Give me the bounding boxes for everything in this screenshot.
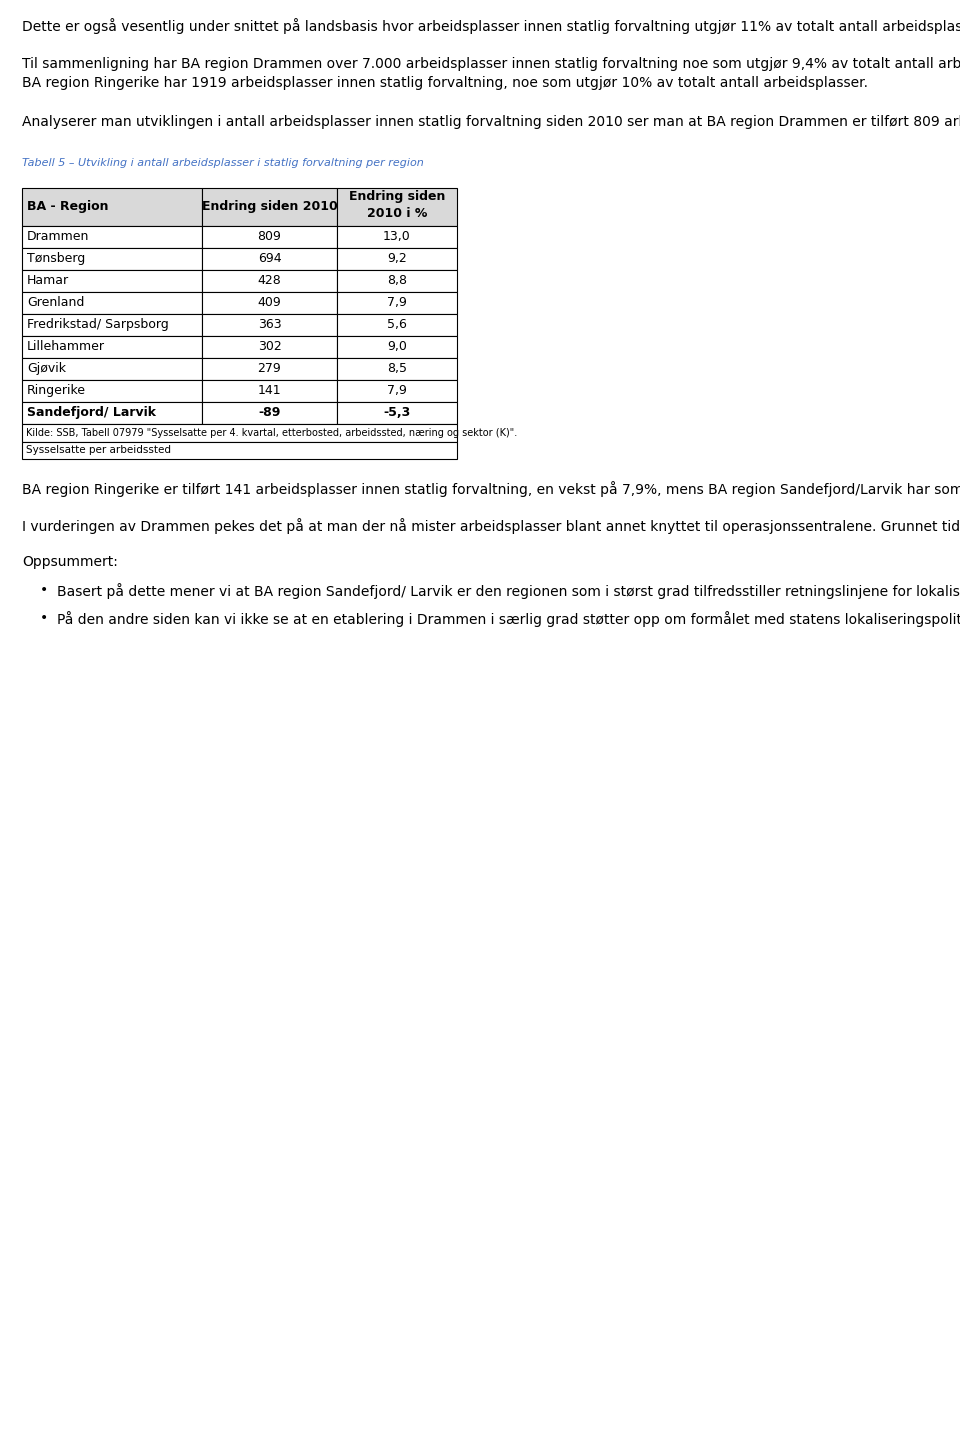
Bar <box>337 380 457 402</box>
Text: Sysselsatte per arbeidssted: Sysselsatte per arbeidssted <box>26 444 171 454</box>
Text: 7,9: 7,9 <box>387 384 407 397</box>
Bar <box>202 336 337 357</box>
Bar <box>22 247 202 270</box>
Bar <box>337 270 457 292</box>
Bar <box>337 247 457 270</box>
Text: 409: 409 <box>257 296 281 309</box>
Text: BA - Region: BA - Region <box>27 200 108 213</box>
Bar <box>337 313 457 336</box>
Text: 5,6: 5,6 <box>387 319 407 332</box>
Text: Endring siden 2010: Endring siden 2010 <box>202 200 337 213</box>
Bar <box>202 247 337 270</box>
Bar <box>202 226 337 247</box>
Bar <box>22 313 202 336</box>
Text: Grenland: Grenland <box>27 296 84 309</box>
Text: På den andre siden kan vi ikke se at en etablering i Drammen i særlig grad støtt: På den andre siden kan vi ikke se at en … <box>57 612 960 627</box>
Text: •: • <box>40 583 48 597</box>
Text: Til sammenligning har BA region Drammen over 7.000 arbeidsplasser innen statlig : Til sammenligning har BA region Drammen … <box>22 54 960 71</box>
Bar <box>337 292 457 313</box>
Bar <box>337 357 457 380</box>
Bar <box>337 336 457 357</box>
Bar <box>22 226 202 247</box>
Text: 141: 141 <box>257 384 281 397</box>
Text: 809: 809 <box>257 230 281 243</box>
Text: 279: 279 <box>257 362 281 374</box>
Text: 9,0: 9,0 <box>387 340 407 353</box>
Text: Sandefjord/ Larvik: Sandefjord/ Larvik <box>27 406 156 419</box>
Text: Ringerike: Ringerike <box>27 384 86 397</box>
Bar <box>22 423 457 442</box>
Text: BA region Ringerike har 1919 arbeidsplasser innen statlig forvaltning, noe som u: BA region Ringerike har 1919 arbeidsplas… <box>22 76 868 90</box>
Bar <box>22 402 202 423</box>
Text: 8,5: 8,5 <box>387 362 407 374</box>
Text: 8,8: 8,8 <box>387 274 407 287</box>
Text: 9,2: 9,2 <box>387 252 407 266</box>
Bar <box>22 336 202 357</box>
Bar <box>337 226 457 247</box>
Text: Drammen: Drammen <box>27 230 89 243</box>
Bar <box>202 292 337 313</box>
Text: 363: 363 <box>257 319 281 332</box>
Text: 13,0: 13,0 <box>383 230 411 243</box>
Text: 2010 i %: 2010 i % <box>367 207 427 220</box>
Text: 428: 428 <box>257 274 281 287</box>
Bar <box>202 313 337 336</box>
Bar <box>22 270 202 292</box>
Bar <box>22 442 457 459</box>
Text: Dette er også vesentlig under snittet på landsbasis hvor arbeidsplasser innen st: Dette er også vesentlig under snittet på… <box>22 19 960 34</box>
Text: Endring siden: Endring siden <box>348 190 445 203</box>
Bar <box>22 292 202 313</box>
Text: Analyserer man utviklingen i antall arbeidsplasser innen statlig forvaltning sid: Analyserer man utviklingen i antall arbe… <box>22 113 960 129</box>
Bar <box>202 380 337 402</box>
Bar <box>202 357 337 380</box>
Text: •: • <box>40 612 48 624</box>
Text: Tønsberg: Tønsberg <box>27 252 85 266</box>
Text: -89: -89 <box>258 406 280 419</box>
Bar <box>202 187 337 226</box>
Text: Hamar: Hamar <box>27 274 69 287</box>
Text: 7,9: 7,9 <box>387 296 407 309</box>
Bar <box>337 187 457 226</box>
Text: Gjøvik: Gjøvik <box>27 362 66 374</box>
Bar <box>22 357 202 380</box>
Text: Fredrikstad/ Sarpsborg: Fredrikstad/ Sarpsborg <box>27 319 169 332</box>
Bar <box>202 402 337 423</box>
Text: Oppsummert:: Oppsummert: <box>22 554 118 569</box>
Bar <box>22 187 202 226</box>
Bar <box>337 402 457 423</box>
Text: Basert på dette mener vi at BA region Sandefjord/ Larvik er den regionen som i s: Basert på dette mener vi at BA region Sa… <box>57 583 960 599</box>
Text: Lillehammer: Lillehammer <box>27 340 105 353</box>
Text: Tabell 5 – Utvikling i antall arbeidsplasser i statlig forvaltning per region: Tabell 5 – Utvikling i antall arbeidspla… <box>22 157 423 167</box>
Text: BA region Ringerike er tilført 141 arbeidsplasser innen statlig forvaltning, en : BA region Ringerike er tilført 141 arbei… <box>22 482 960 497</box>
Text: Kilde: SSB, Tabell 07979 "Sysselsatte per 4. kvartal, etterbosted, arbeidssted, : Kilde: SSB, Tabell 07979 "Sysselsatte pe… <box>26 427 517 437</box>
Text: 302: 302 <box>257 340 281 353</box>
Text: I vurderingen av Drammen pekes det på at man der nå mister arbeidsplasser blant : I vurderingen av Drammen pekes det på at… <box>22 519 960 534</box>
Text: 694: 694 <box>257 252 281 266</box>
Bar <box>22 380 202 402</box>
Text: -5,3: -5,3 <box>383 406 411 419</box>
Bar <box>202 270 337 292</box>
